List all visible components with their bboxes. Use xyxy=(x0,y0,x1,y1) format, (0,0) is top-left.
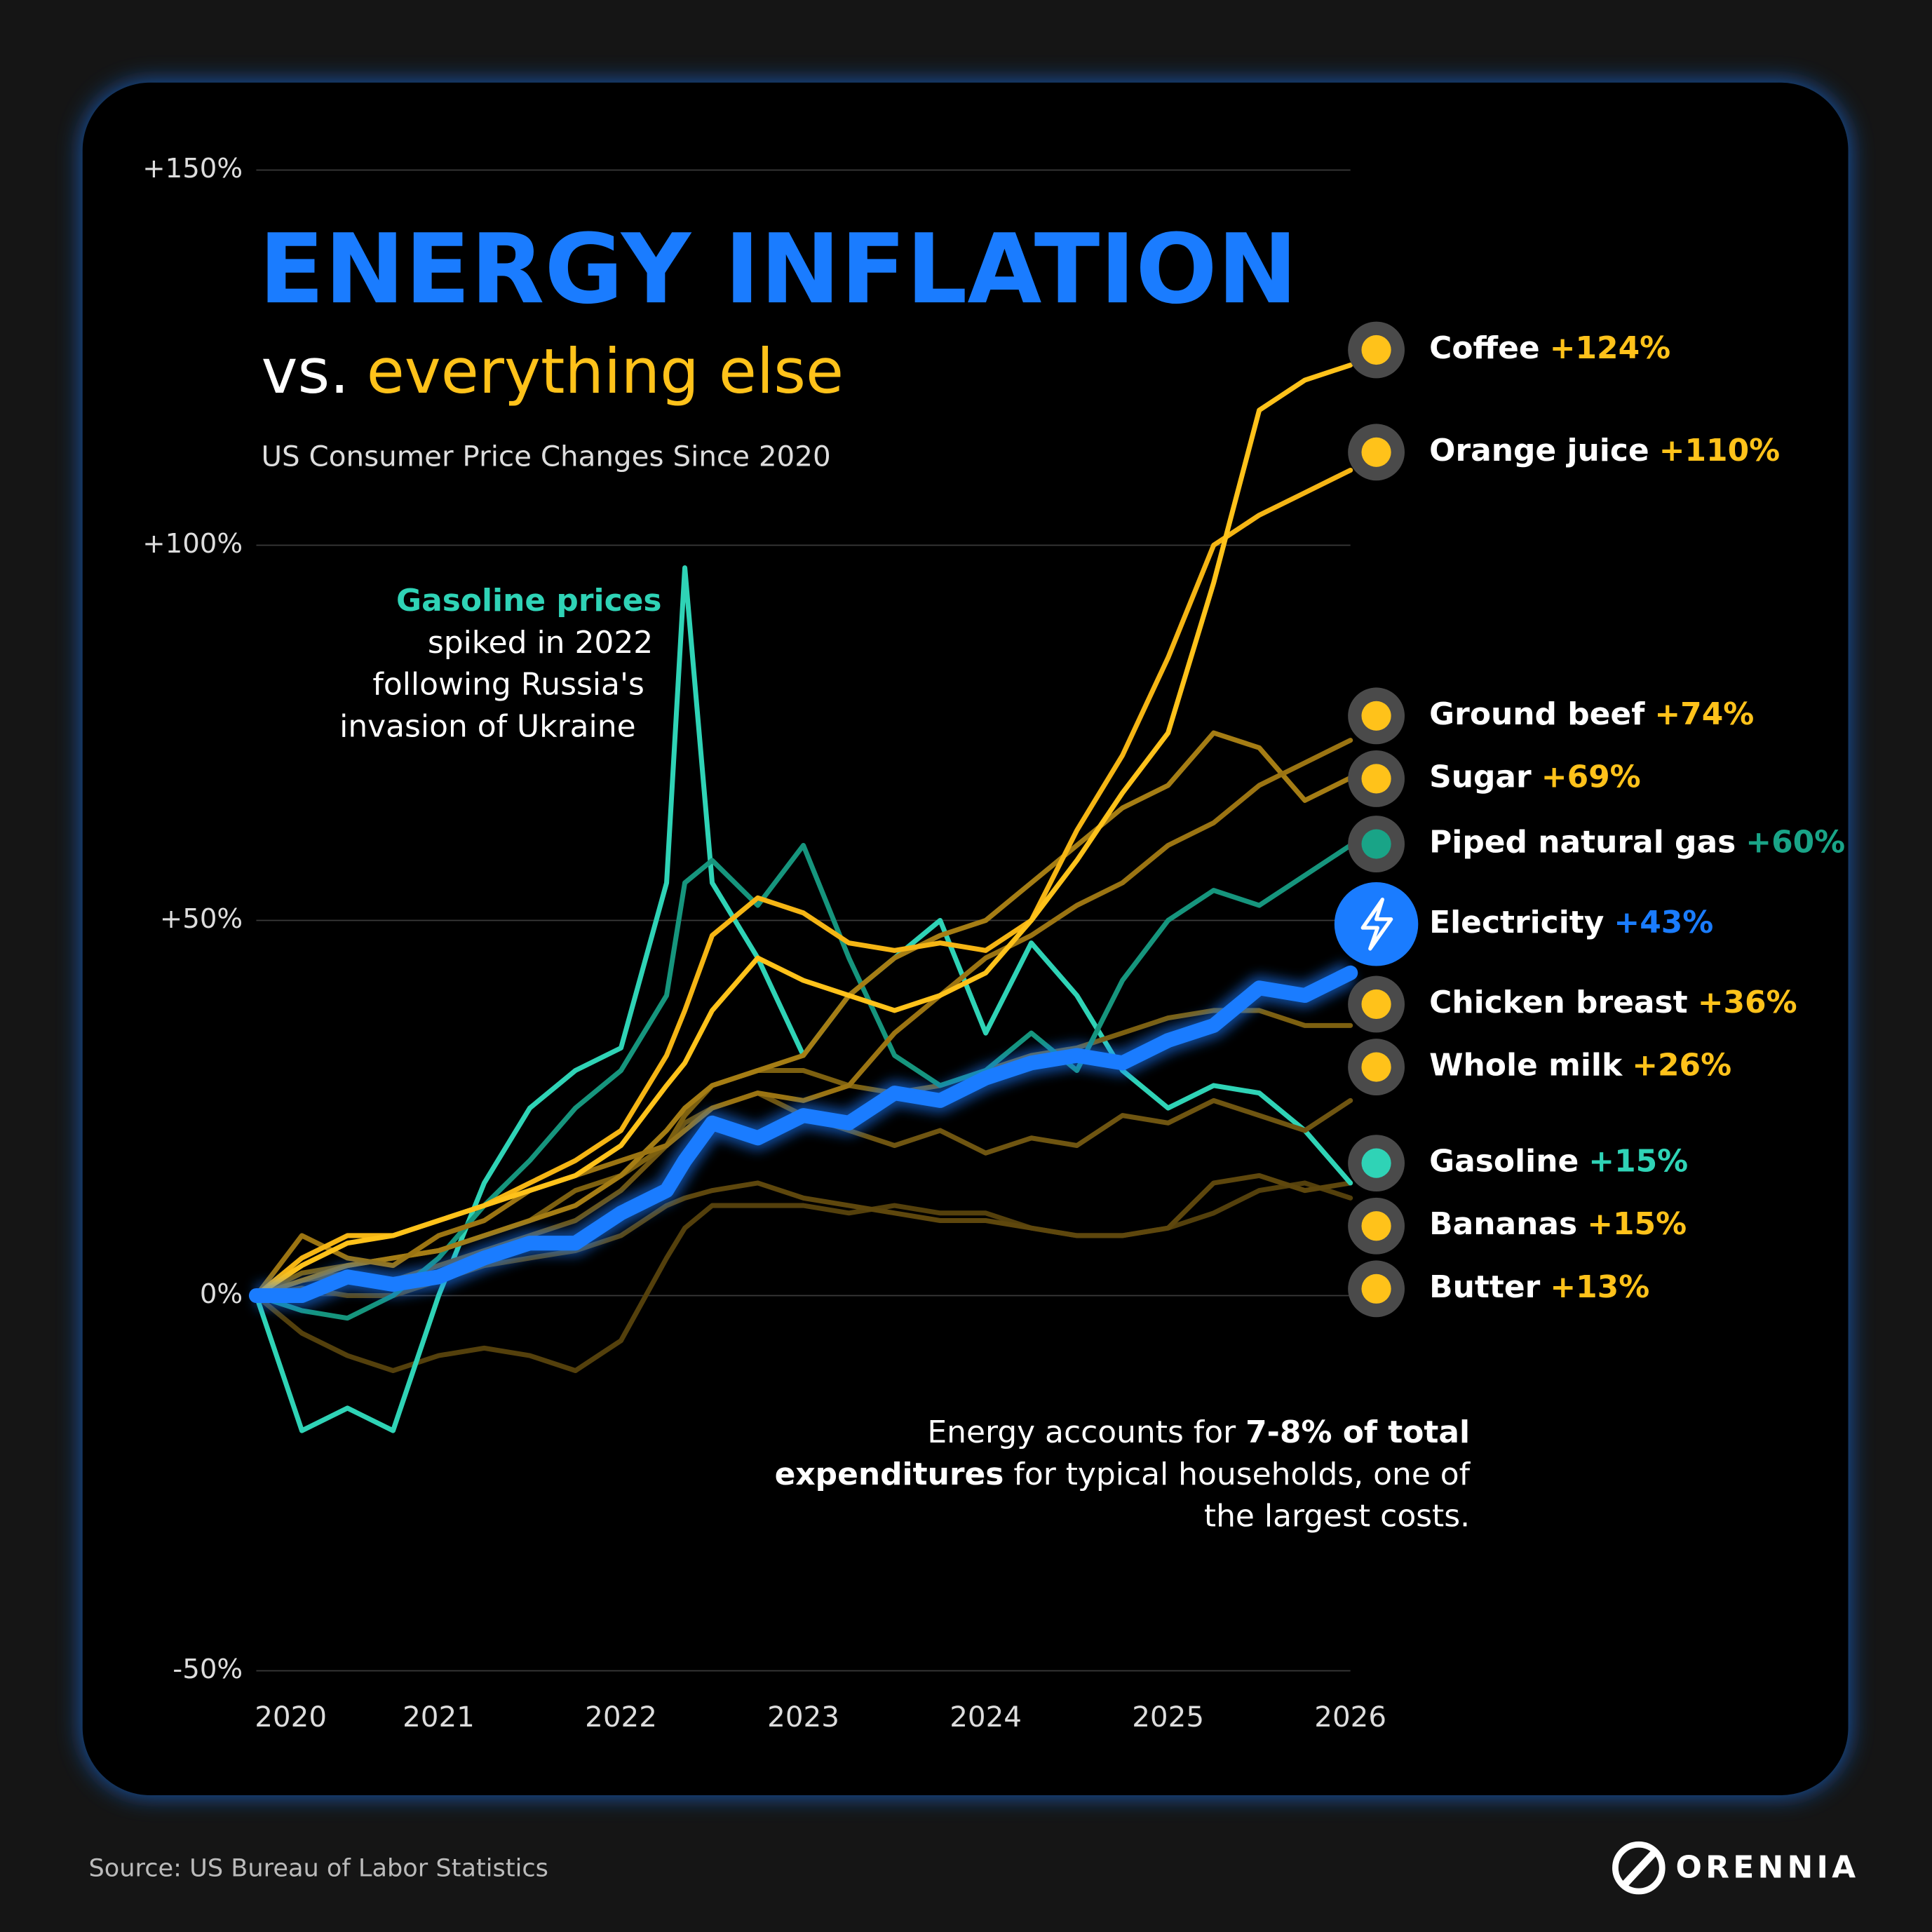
legend-icon-glyph xyxy=(1361,989,1391,1020)
note: Energy accounts for 7-8% of total expendi… xyxy=(775,1414,1471,1534)
legend-item: Butter +13% xyxy=(1348,1260,1649,1318)
legend-name: Coffee xyxy=(1429,330,1540,366)
legend-name: Electricity xyxy=(1429,905,1604,940)
legend-name: Bananas xyxy=(1429,1206,1577,1242)
legend-name: Whole milk xyxy=(1429,1048,1623,1083)
annotation: spiked in 2022 following Russia's invasion… xyxy=(339,625,653,744)
legend-name: Ground beef xyxy=(1429,696,1645,732)
legend-icon-glyph xyxy=(1361,829,1391,859)
series-line xyxy=(253,363,1353,1299)
legend-change: +15% xyxy=(1587,1206,1687,1242)
note-line: Energy accounts for 7-8% of total xyxy=(927,1414,1470,1450)
plot-area: +150% +100% +50% 0% -50% 2020 2021 2022 2023 2024… xyxy=(142,153,1845,1734)
legend-item: Whole milk +26% xyxy=(1348,1039,1731,1095)
subtitle-text: everything else xyxy=(367,335,844,407)
x-tick-label: 2020 xyxy=(255,1700,327,1734)
series-line xyxy=(253,738,1353,1299)
x-tick-label: 2024 xyxy=(950,1700,1022,1734)
legend-item: Electricity +43% xyxy=(1334,882,1713,966)
legend-icon xyxy=(1334,882,1419,966)
legend-change: +36% xyxy=(1698,985,1797,1020)
legend-icon-glyph xyxy=(1361,1148,1391,1178)
legend-name: Butter xyxy=(1429,1269,1540,1305)
legend-icon-glyph xyxy=(1361,1274,1391,1304)
y-tick-label: +50% xyxy=(160,903,243,935)
legend-icon-glyph xyxy=(1361,335,1391,365)
legend-label: Gasoline +15% xyxy=(1429,1144,1688,1180)
legend-change: +110% xyxy=(1659,433,1780,468)
legend-icon-glyph xyxy=(1360,897,1393,951)
annotation-heading: Gasoline prices xyxy=(396,583,661,619)
legend-icon-glyph xyxy=(1361,1211,1391,1241)
legend-item: Ground beef +74% xyxy=(1348,687,1754,745)
y-tick-label: +150% xyxy=(142,153,243,184)
x-tick-label: 2025 xyxy=(1132,1700,1204,1734)
legend-name: Sugar xyxy=(1429,759,1532,795)
legend-change: +69% xyxy=(1541,759,1641,795)
legend-label: Bananas +15% xyxy=(1429,1206,1687,1242)
legend-change: +74% xyxy=(1654,696,1754,732)
brand: ORENNIA xyxy=(1676,1849,1860,1885)
card xyxy=(82,82,1849,1795)
note-line: the largest costs. xyxy=(1204,1499,1470,1534)
note-segment: 7-8% of total xyxy=(1245,1414,1470,1450)
legend-label: Butter +13% xyxy=(1429,1269,1649,1305)
legend-item: Chicken breast +36% xyxy=(1348,975,1797,1033)
brand-logo xyxy=(1612,1841,1666,1895)
legend-label: Chicken breast +36% xyxy=(1429,985,1797,1020)
x-tick-label: 2022 xyxy=(585,1700,657,1734)
legend-change: +15% xyxy=(1588,1144,1688,1180)
legend-change: +124% xyxy=(1550,330,1670,366)
note-segment: expenditures xyxy=(775,1457,1004,1492)
legend-change: +60% xyxy=(1745,825,1845,860)
y-tick-label: 0% xyxy=(200,1278,243,1310)
subtitle: vs. everything else xyxy=(261,335,844,407)
legend-label: Piped natural gas +60% xyxy=(1429,825,1845,860)
note-segment: for typical households, one of xyxy=(1004,1457,1471,1492)
legend-name: Gasoline xyxy=(1429,1144,1579,1180)
legend-icon-glyph xyxy=(1361,437,1391,467)
description: US Consumer Price Changes Since 2020 xyxy=(261,440,830,473)
series-line xyxy=(253,730,1353,1299)
note-segment: the largest costs. xyxy=(1204,1499,1470,1534)
x-tick-label: 2023 xyxy=(767,1700,839,1734)
legend-label: Sugar +69% xyxy=(1429,759,1641,795)
y-tick-label: -50% xyxy=(173,1654,243,1685)
legend-label: Electricity +43% xyxy=(1429,905,1713,940)
series-line xyxy=(248,965,1358,1304)
x-tick-label: 2026 xyxy=(1314,1700,1386,1734)
legend-item: Coffee +124% xyxy=(1348,321,1670,379)
legend-item: Gasoline +15% xyxy=(1348,1135,1688,1192)
legend-name: Orange juice xyxy=(1429,433,1649,468)
note-line: expenditures for typical households, one… xyxy=(775,1457,1471,1492)
legend-item: Piped natural gas +60% xyxy=(1348,816,1845,872)
legend-change: +13% xyxy=(1550,1269,1649,1305)
legend-label: Coffee +124% xyxy=(1429,330,1670,366)
chart-title: ENERGY INFLATION xyxy=(259,214,1297,325)
subtitle-prefix: vs. xyxy=(261,335,349,407)
legend-icon-glyph xyxy=(1361,764,1391,794)
annotation-line: following Russia's xyxy=(372,667,644,703)
source: Source: US Bureau of Labor Statistics xyxy=(89,1853,548,1882)
legend-name: Chicken breast xyxy=(1429,985,1688,1020)
legend-item: Orange juice +110% xyxy=(1348,424,1780,481)
y-tick-label: +100% xyxy=(142,528,243,560)
legend-icon-glyph xyxy=(1361,701,1391,731)
legend-change: +43% xyxy=(1614,905,1713,940)
legend-label: Orange juice +110% xyxy=(1429,433,1780,468)
legend-name: Piped natural gas xyxy=(1429,825,1736,860)
annotation-line: spiked in 2022 xyxy=(428,625,653,661)
x-tick-label: 2021 xyxy=(403,1700,475,1734)
note-segment: Energy accounts for xyxy=(927,1414,1245,1450)
legend-item: Bananas +15% xyxy=(1348,1197,1687,1255)
legend-label: Whole milk +26% xyxy=(1429,1048,1731,1083)
legend-label: Ground beef +74% xyxy=(1429,696,1754,732)
legend-icon-glyph xyxy=(1361,1052,1391,1082)
annotation-line: invasion of Ukraine xyxy=(339,708,635,744)
legend-item: Sugar +69% xyxy=(1348,750,1641,807)
legend-change: +26% xyxy=(1632,1048,1731,1083)
